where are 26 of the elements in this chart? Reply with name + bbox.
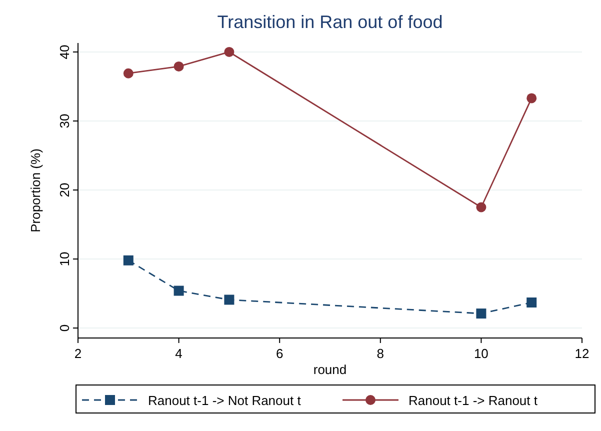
x-tick-label: 6 <box>276 346 284 361</box>
legend-label: Ranout t-1 -> Not Ranout t <box>148 393 302 408</box>
x-tick-label: 10 <box>474 346 488 361</box>
y-tick-label: 20 <box>57 182 72 198</box>
y-tick-label: 40 <box>57 44 72 60</box>
point <box>123 255 134 266</box>
point <box>476 308 486 319</box>
point <box>174 61 184 72</box>
y-tick-label: 0 <box>57 324 72 332</box>
y-axis-title: Proportion (%) <box>28 148 43 232</box>
point <box>123 68 134 78</box>
point <box>224 46 234 57</box>
x-tick-label: 4 <box>175 346 182 361</box>
point <box>526 297 537 308</box>
x-tick-label: 12 <box>574 346 590 361</box>
point <box>224 294 234 305</box>
y-tick-label: 30 <box>57 114 72 128</box>
point <box>526 93 537 104</box>
point <box>174 286 184 296</box>
chart-title: Transition in Ran out of food <box>217 12 443 32</box>
x-tick-label: 2 <box>74 346 82 361</box>
point <box>476 202 486 212</box>
x-tick-label: 8 <box>376 346 384 361</box>
y-tick-label: 10 <box>57 252 72 266</box>
x-axis-title: round <box>313 362 347 377</box>
legend-label: Ranout t-1 -> Ranout t <box>408 393 538 408</box>
